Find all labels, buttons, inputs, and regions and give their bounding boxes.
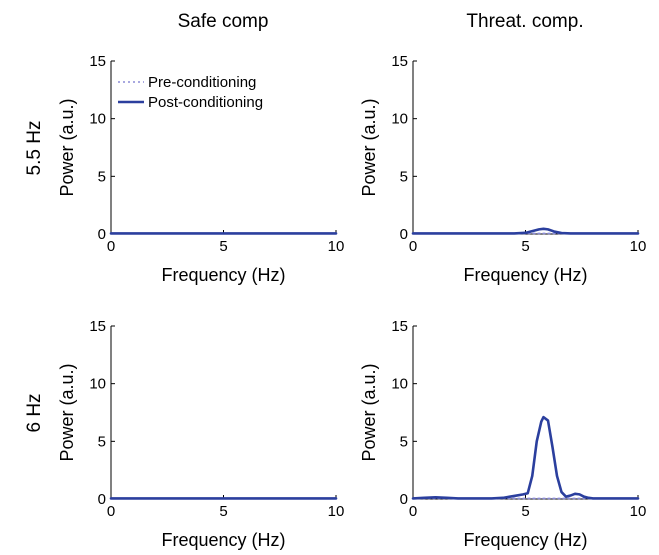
- series-line-post-conditioning: [411, 415, 640, 500]
- x-tick-label: 10: [328, 238, 345, 255]
- y-tick-label: 0: [400, 491, 408, 508]
- y-tick-label: 10: [391, 376, 408, 393]
- x-tick-label: 5: [219, 238, 227, 255]
- column-title-threat: Threat. comp.: [466, 11, 583, 32]
- column-title-safe: Safe comp: [178, 11, 269, 32]
- x-tick-label: 0: [107, 503, 115, 520]
- y-tick-label: 0: [98, 491, 106, 508]
- legend: Pre-conditioning Post-conditioning: [118, 74, 263, 111]
- y-tick-label: 10: [89, 111, 106, 128]
- x-tick-label: 0: [409, 238, 417, 255]
- legend-label-post: Post-conditioning: [148, 94, 263, 111]
- x-tick-label: 5: [521, 238, 529, 255]
- x-axis-label: Frequency (Hz): [463, 530, 587, 550]
- panel-1: 0 5 10 15 0 5 10 Frequency (Hz) Power (a.u.): [359, 53, 646, 285]
- y-axis-label: Power (a.u.): [359, 98, 379, 196]
- y-axis-label: Power (a.u.): [57, 363, 77, 461]
- panels-layer: 0 5 10 15 0 5 10 Frequency (Hz) Power (a.u.) Pre-…: [57, 53, 646, 550]
- panel-3: 0 5 10 15 0 5 10 Frequency (Hz) Power (a.u.): [359, 318, 646, 550]
- row-label-6hz: 6 Hz: [24, 393, 45, 432]
- x-tick-label: 0: [107, 238, 115, 255]
- y-tick-label: 10: [391, 111, 408, 128]
- x-tick-label: 10: [630, 238, 647, 255]
- y-tick-label: 0: [98, 226, 106, 243]
- y-tick-label: 10: [89, 376, 106, 393]
- y-axis-label: Power (a.u.): [359, 363, 379, 461]
- y-tick-label: 5: [400, 433, 408, 450]
- x-axis-label: Frequency (Hz): [161, 530, 285, 550]
- x-tick-label: 5: [219, 503, 227, 520]
- y-tick-label: 5: [400, 168, 408, 185]
- y-tick-label: 5: [98, 168, 106, 185]
- x-tick-label: 10: [630, 503, 647, 520]
- y-tick-label: 5: [98, 433, 106, 450]
- y-tick-label: 0: [400, 226, 408, 243]
- x-axis-label: Frequency (Hz): [463, 265, 587, 285]
- y-tick-label: 15: [89, 53, 106, 70]
- x-axis-label: Frequency (Hz): [161, 265, 285, 285]
- y-tick-label: 15: [391, 53, 408, 70]
- x-tick-label: 10: [328, 503, 345, 520]
- legend-label-pre: Pre-conditioning: [148, 74, 256, 91]
- y-tick-label: 15: [89, 318, 106, 335]
- panel-0: 0 5 10 15 0 5 10 Frequency (Hz) Power (a.u.) Pre-…: [57, 53, 344, 285]
- x-tick-label: 0: [409, 503, 417, 520]
- panel-2: 0 5 10 15 0 5 10 Frequency (Hz) Power (a.u.): [57, 318, 344, 550]
- y-tick-label: 15: [391, 318, 408, 335]
- row-label-5-5hz: 5.5 Hz: [24, 121, 45, 176]
- series-line-post-conditioning: [411, 227, 640, 235]
- y-axis-label: Power (a.u.): [57, 98, 77, 196]
- x-tick-label: 5: [521, 503, 529, 520]
